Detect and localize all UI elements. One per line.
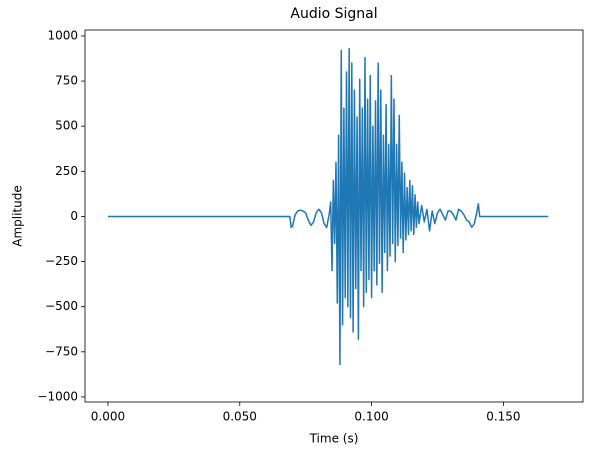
y-tick-label: 1000 [47,28,78,42]
x-tick-label: 0.050 [223,410,257,424]
y-tick-label: −500 [45,299,78,313]
x-tick-label: 0.100 [354,410,388,424]
axes-frame [84,29,584,403]
y-tick-label: 250 [55,164,78,178]
x-axis-label: Time (s) [309,432,359,446]
chart-title: Audio Signal [290,6,377,22]
y-tick-label: −250 [45,254,78,268]
x-tick-label: 0.000 [91,410,125,424]
y-tick-label: 500 [55,119,78,133]
y-axis-label: Amplitude [11,185,25,247]
y-tick-label: −750 [45,344,78,358]
x-tick-label: 0.150 [486,410,520,424]
y-tick-label: −1000 [37,389,78,403]
y-tick-label: 0 [70,209,78,223]
signal-line [107,47,549,366]
y-tick-label: 750 [55,74,78,88]
